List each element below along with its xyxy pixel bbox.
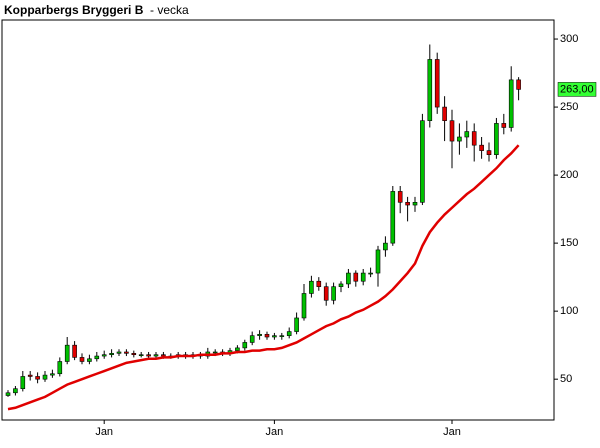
candle-body: [479, 144, 484, 151]
candle-body: [153, 354, 159, 357]
candle-body: [390, 191, 396, 244]
candle-body: [87, 358, 92, 362]
candle-body: [57, 361, 63, 375]
moving-average-line: [7, 144, 520, 411]
candle-body: [360, 272, 366, 282]
candle-body: [494, 123, 499, 155]
y-tick-label: 200: [560, 169, 578, 181]
candle-body: [346, 272, 351, 285]
candle-body: [242, 342, 248, 349]
candle-body: [94, 355, 100, 360]
y-tick-label: 250: [560, 101, 578, 113]
candle-body: [279, 335, 285, 337]
candle-body: [13, 388, 18, 394]
candle-body: [27, 374, 33, 377]
candle-body: [434, 59, 440, 108]
candle-body: [50, 373, 55, 376]
candle-body: [516, 79, 521, 90]
candle-body: [501, 123, 507, 128]
candle-body: [72, 344, 77, 358]
candle-body: [235, 347, 240, 351]
candle-body: [5, 392, 11, 396]
candle-body: [375, 249, 381, 274]
x-tick-label: Jan: [443, 426, 461, 438]
candle-body: [131, 353, 137, 355]
candle-body: [309, 280, 314, 294]
candle-body: [146, 354, 151, 357]
chart-title: Kopparbergs Bryggeri B: [4, 3, 144, 17]
y-tick-label: 100: [560, 305, 578, 317]
y-tick-label: 300: [560, 33, 578, 45]
candle-body: [331, 286, 336, 301]
candle-body: [79, 357, 85, 362]
candle-body: [427, 59, 433, 121]
y-tick-label: 50: [560, 373, 572, 385]
candle-body: [161, 354, 166, 357]
candle-body: [323, 286, 329, 301]
candle-body: [272, 335, 277, 338]
plot-frame: [1, 19, 555, 421]
candle-body: [294, 317, 299, 332]
candle-body: [42, 374, 48, 380]
candle-body: [508, 79, 514, 128]
x-tick-label: Jan: [266, 426, 284, 438]
candle-body: [116, 351, 122, 354]
candle-body: [397, 191, 403, 203]
candle-body: [109, 353, 114, 355]
candle-body: [412, 202, 418, 206]
candle-body: [316, 280, 322, 287]
candle-body: [301, 293, 307, 319]
candle-body: [101, 354, 107, 357]
candle-body: [420, 120, 425, 203]
candle-body: [471, 131, 477, 146]
chart-subtitle: - vecka: [150, 3, 189, 17]
candle-body: [464, 131, 470, 138]
candle-body: [383, 242, 388, 251]
candle-body: [486, 150, 492, 155]
candle-body: [64, 344, 70, 362]
candle-body: [20, 376, 26, 390]
candle-body: [212, 351, 218, 354]
candle-body: [368, 272, 373, 275]
candle-body: [457, 136, 462, 142]
y-tick-label: 150: [560, 237, 578, 249]
last-price-label: 263,00: [560, 83, 594, 95]
x-tick-label: Jan: [95, 426, 113, 438]
candle-body: [442, 106, 447, 121]
candle-body: [249, 335, 255, 343]
candle-body: [35, 376, 40, 380]
last-price-box: [557, 82, 597, 97]
candle-body: [264, 333, 270, 338]
candle-body: [138, 354, 144, 356]
candle-body: [257, 333, 262, 336]
candle-body: [338, 283, 344, 287]
candle-body: [124, 351, 129, 354]
candle-body: [286, 331, 292, 336]
candle-body: [449, 120, 455, 142]
candle-body: [405, 202, 410, 206]
candle-body: [353, 272, 359, 282]
